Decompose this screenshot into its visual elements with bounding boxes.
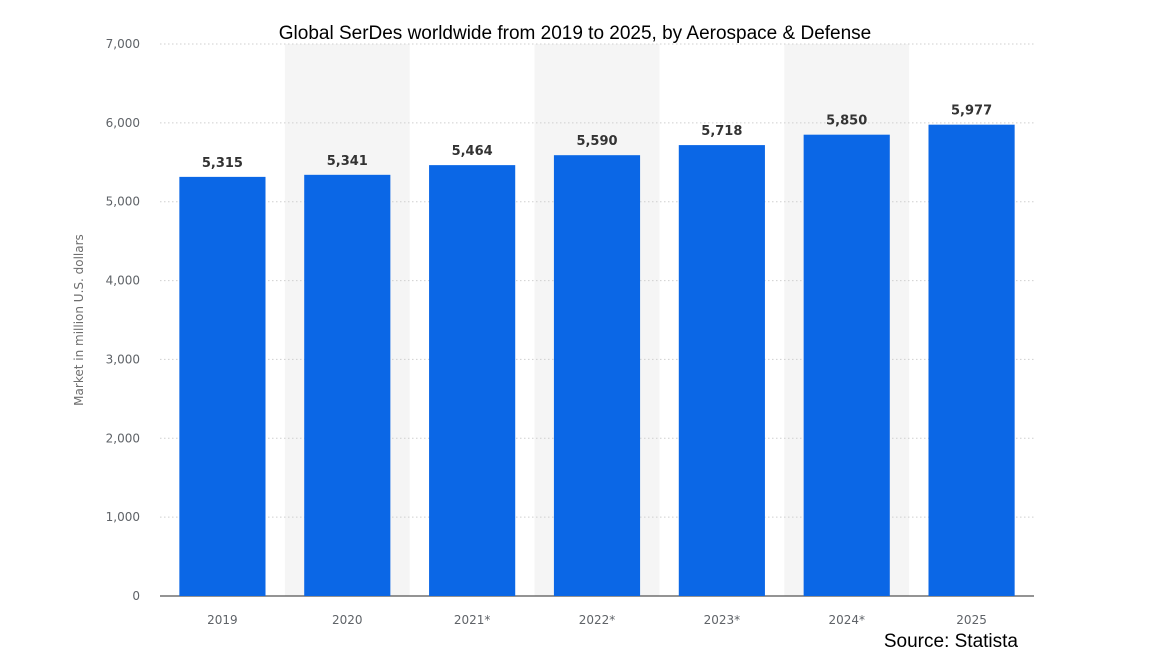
y-tick-label: 5,000	[106, 195, 140, 209]
bar-value-label: 5,718	[701, 124, 742, 139]
bar-value-label: 5,850	[826, 114, 867, 129]
y-tick-label: 7,000	[106, 37, 140, 51]
bar-value-label: 5,464	[452, 144, 493, 159]
x-tick-label: 2021*	[454, 613, 491, 627]
bar	[304, 174, 391, 596]
x-tick-label: 2019	[207, 613, 238, 627]
source-label: Source: Statista	[884, 631, 1019, 652]
bars	[179, 124, 1015, 597]
chart-title: Global SerDes worldwide from 2019 to 202…	[279, 23, 872, 44]
bar	[553, 155, 641, 596]
x-tick-label: 2023*	[704, 613, 741, 627]
y-tick-label: 6,000	[106, 116, 140, 130]
y-tick-label: 1,000	[106, 510, 140, 524]
bar-value-label: 5,315	[202, 156, 243, 171]
y-tick-label: 0	[132, 589, 140, 603]
x-axis-ticks: 2019 2020 2021* 2022* 2023* 2024* 2025	[207, 613, 987, 627]
bar-value-label: 5,977	[951, 104, 992, 119]
bar	[179, 176, 266, 597]
bar-value-label: 5,590	[576, 134, 617, 149]
y-tick-label: 3,000	[106, 352, 140, 366]
x-tick-label: 2022*	[579, 613, 616, 627]
bar-value-label: 5,341	[327, 154, 368, 169]
value-labels: 5,315 5,341 5,464 5,590 5,718 5,850 5,977	[202, 104, 992, 171]
x-tick-label: 2025	[956, 613, 987, 627]
x-tick-label: 2020	[332, 613, 363, 627]
bar	[928, 124, 1015, 596]
y-tick-label: 2,000	[106, 431, 140, 445]
bar	[429, 165, 516, 596]
bar	[803, 134, 890, 596]
y-axis-ticks: 0 1,000 2,000 3,000 4,000 5,000 6,000 7,000	[106, 37, 140, 603]
y-axis-label: Market in million U.S. dollars	[72, 234, 86, 406]
bar	[678, 145, 765, 597]
x-tick-label: 2024*	[828, 613, 865, 627]
y-tick-label: 4,000	[106, 274, 140, 288]
